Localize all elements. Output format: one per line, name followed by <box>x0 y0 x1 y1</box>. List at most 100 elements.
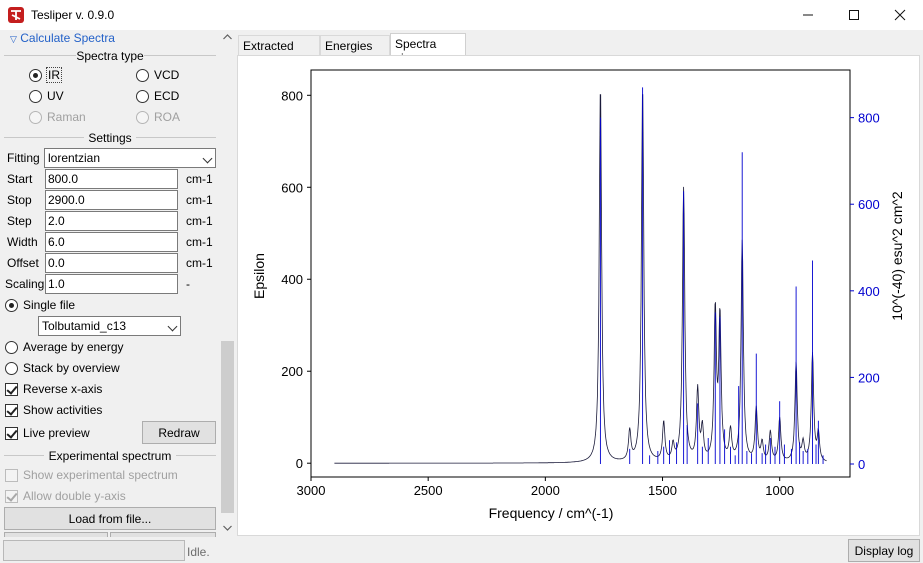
radio-vcd-label: VCD <box>154 68 180 82</box>
x-tick-label: 2000 <box>531 483 560 498</box>
fitting-select[interactable]: lorentzian <box>44 148 216 168</box>
divider <box>144 55 216 56</box>
collapse-triangle-icon: ▽ <box>10 34 17 44</box>
show-experimental-checkbox: Show experimental spectrum <box>5 468 178 482</box>
stop-input[interactable]: 2900.0 <box>45 190 178 210</box>
tab-extracted-data[interactable]: Extracted data <box>238 35 320 67</box>
conformer-select[interactable]: Tolbutamid_c13 <box>38 316 181 336</box>
activity-bars <box>599 87 824 465</box>
step-input[interactable]: 2.0 <box>45 211 178 231</box>
stop-unit: cm-1 <box>186 193 213 207</box>
radio-vcd[interactable]: VCD <box>136 68 179 82</box>
radio-dot <box>29 110 42 124</box>
maximize-icon <box>849 10 859 20</box>
allow-double-y-label: Allow double y-axis <box>23 489 126 503</box>
maximize-button[interactable] <box>831 0 877 30</box>
start-label: Start <box>7 172 33 186</box>
window-title: Tesliper v. 0.9.0 <box>31 8 115 22</box>
radio-uv-label: UV <box>47 89 64 103</box>
radio-uv[interactable]: UV <box>29 89 64 103</box>
y2-tick-label: 800 <box>858 111 880 126</box>
experimental-spectrum-title: Experimental spectrum <box>48 449 172 463</box>
radio-ecd-label: ECD <box>154 89 180 103</box>
status-bar: Idle. Display log <box>0 537 923 563</box>
panel-scrollbar[interactable] <box>219 30 236 537</box>
hidden-button[interactable] <box>110 532 216 537</box>
live-preview-checkbox[interactable]: Live preview <box>5 426 90 440</box>
settings-title: Settings <box>88 131 132 145</box>
load-from-file-button[interactable]: Load from file... <box>4 507 216 530</box>
reverse-x-axis-label: Reverse x-axis <box>23 382 103 396</box>
start-input[interactable]: 800.0 <box>45 169 178 189</box>
divider <box>136 137 216 138</box>
x-tick-label: 3000 <box>297 483 326 498</box>
calculate-spectra-label: Calculate Spectra <box>20 31 115 45</box>
scroll-down-icon[interactable] <box>223 525 232 531</box>
checkbox-box <box>5 489 18 503</box>
progress-bar <box>3 540 185 561</box>
offset-input[interactable]: 0.0 <box>45 253 178 273</box>
width-input[interactable]: 6.0 <box>45 232 178 252</box>
radio-ir[interactable]: IR <box>29 67 62 83</box>
scaling-unit: - <box>186 277 190 291</box>
conformer-value: Tolbutamid_c13 <box>42 319 127 333</box>
radio-dot <box>5 361 18 375</box>
calculate-spectra-toggle[interactable]: ▽ Calculate Spectra <box>10 31 115 45</box>
tab-energies-list[interactable]: Energies list <box>320 35 390 67</box>
divider <box>4 55 76 56</box>
width-unit: cm-1 <box>186 235 213 249</box>
scaling-input[interactable]: 1.0 <box>45 274 178 294</box>
radio-dot <box>136 110 149 124</box>
spectrum-chart: 3000 2500 2000 1500 1000 0 200 400 600 800 0 200 400… <box>251 69 905 521</box>
radio-ecd[interactable]: ECD <box>136 89 179 103</box>
y2-tick-label: 400 <box>858 284 880 299</box>
offset-label: Offset <box>7 256 39 270</box>
plot-frame <box>310 69 851 478</box>
radio-average-by-energy[interactable]: Average by energy <box>5 340 124 354</box>
display-log-button[interactable]: Display log <box>848 539 920 562</box>
live-preview-label: Live preview <box>23 426 90 440</box>
y2-axis-label: 10^(-40) esu^2 cm^2 <box>889 191 905 321</box>
app-logo-icon <box>8 7 24 23</box>
y-tick-label: 600 <box>281 180 303 195</box>
scaling-label: Scaling <box>5 277 45 291</box>
minimize-button[interactable] <box>785 0 831 30</box>
hidden-button[interactable] <box>4 532 108 537</box>
step-unit: cm-1 <box>186 214 213 228</box>
reverse-x-axis-checkbox[interactable]: Reverse x-axis <box>5 382 102 396</box>
radio-raman-label: Raman <box>47 110 86 124</box>
chevron-down-icon <box>167 321 178 332</box>
y2-tick-label: 0 <box>858 457 865 472</box>
checkbox-box <box>5 426 18 440</box>
spectra-view-panel: 3000 2500 2000 1500 1000 0 200 400 600 800 0 200 400… <box>237 55 920 536</box>
y-tick-label: 200 <box>281 364 303 379</box>
offset-unit: cm-1 <box>186 256 213 270</box>
show-activities-checkbox[interactable]: Show activities <box>5 403 102 417</box>
tab-spectra-view[interactable]: Spectra view <box>390 33 466 65</box>
status-text: Idle. <box>187 545 210 559</box>
close-button[interactable] <box>877 0 923 30</box>
x-tick-label: 1000 <box>765 483 794 498</box>
radio-roa: ROA <box>136 110 180 124</box>
control-panel: ▽ Calculate Spectra Spectra type IR VCD … <box>0 30 236 537</box>
radio-dot <box>29 68 42 82</box>
scroll-up-icon[interactable] <box>223 34 232 40</box>
redraw-button[interactable]: Redraw <box>142 421 216 444</box>
divider <box>176 455 216 456</box>
close-icon <box>894 9 906 21</box>
scroll-thumb[interactable] <box>221 341 234 513</box>
allow-double-y-checkbox: Allow double y-axis <box>5 489 126 503</box>
minimize-icon <box>803 14 813 16</box>
radio-dot <box>5 298 18 312</box>
stop-label: Stop <box>7 193 32 207</box>
radio-single-file[interactable]: Single file <box>5 298 75 312</box>
width-label: Width <box>7 235 38 249</box>
y-axis-label: Epsilon <box>251 253 267 299</box>
y-tick-label: 0 <box>296 456 303 471</box>
radio-dot <box>136 89 149 103</box>
y2-tick-label: 600 <box>858 197 880 212</box>
radio-roa-label: ROA <box>154 110 181 124</box>
y2-tick-label: 200 <box>858 370 880 385</box>
radio-stack-by-overview[interactable]: Stack by overview <box>5 361 120 375</box>
radio-dot <box>5 340 18 354</box>
